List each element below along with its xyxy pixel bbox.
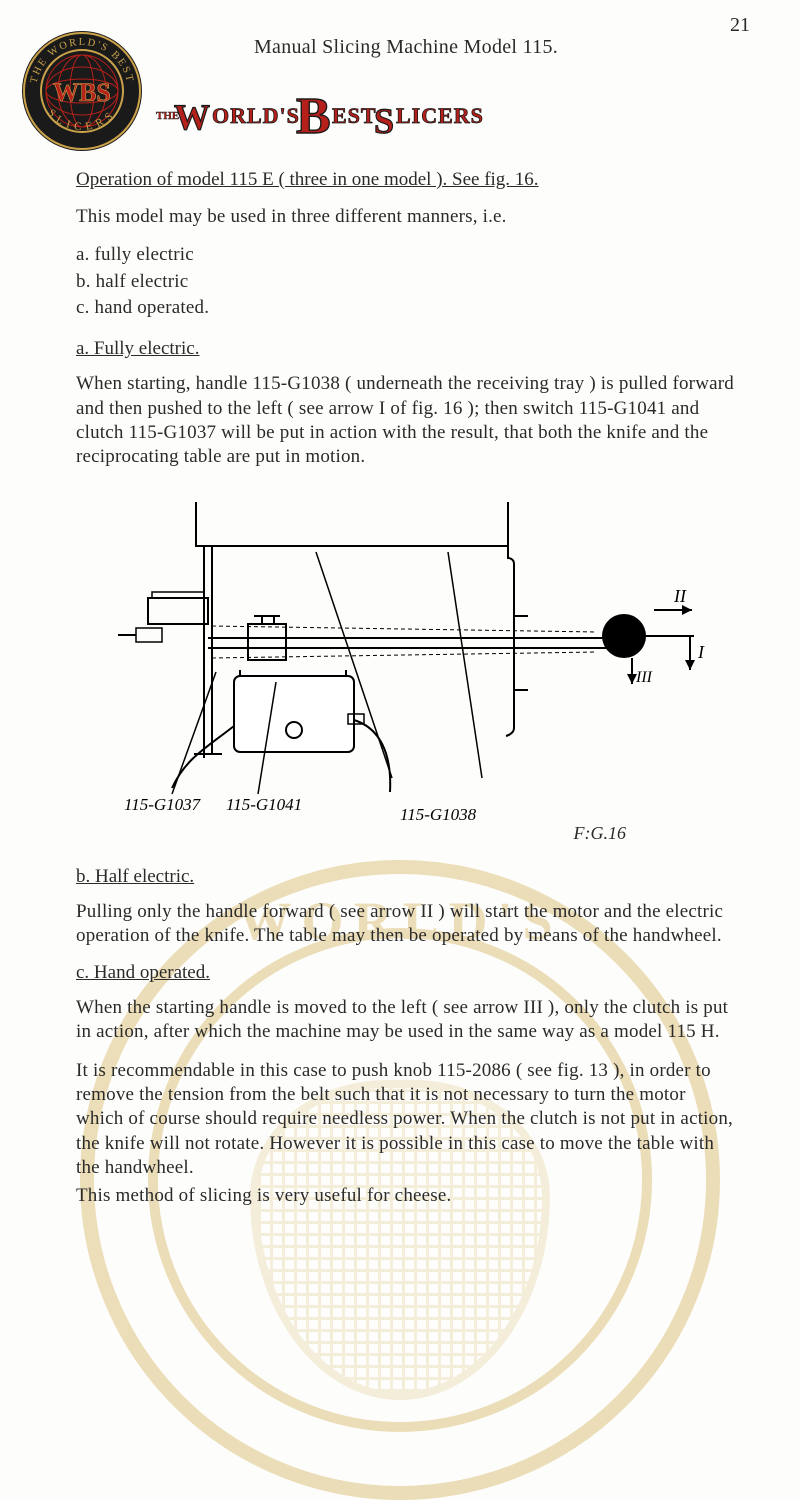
brand-badge-icon: THE WORLD'S BEST SLICERS WBS [20, 29, 144, 153]
figure-label-1041: 115-G1041 [226, 795, 302, 814]
brand-big-w: W [174, 97, 210, 137]
brand-big-s: S [374, 101, 394, 141]
figure-caption: F:G.16 [574, 823, 627, 844]
brand-header: THE WORLD'S BEST SLICERS WBS THE W ORLD'… [76, 65, 736, 161]
section-b-body: Pulling only the handle forward ( see ar… [76, 900, 736, 949]
mode-b: b. half electric [76, 270, 736, 294]
brand-big-b: B [296, 88, 331, 145]
section-b-title: b. Half electric. [76, 866, 736, 888]
operation-title: Operation of model 115 E ( three in one … [76, 169, 736, 191]
mode-c: c. hand operated. [76, 296, 736, 320]
section-a-title: a. Fully electric. [76, 338, 736, 360]
document-title: Manual Slicing Machine Model 115. [76, 36, 736, 59]
arrow-iii-label: III [635, 669, 653, 686]
mode-a: a. fully electric [76, 243, 736, 267]
section-c-body-3: This method of slicing is very useful fo… [76, 1184, 736, 1208]
page-number: 21 [730, 14, 750, 37]
figure-16: II I III 115-G1037 [76, 498, 736, 848]
arrow-i-label: I [697, 642, 705, 662]
arrow-ii-label: II [673, 586, 687, 606]
section-a-body: When starting, handle 115-G1038 ( undern… [76, 372, 736, 469]
manual-page: 21 Manual Slicing Machine Model 115. THE… [0, 0, 800, 1271]
intro-paragraph: This model may be used in three differen… [76, 205, 736, 229]
brand-est: EST [332, 103, 377, 128]
section-c-body-1: When the starting handle is moved to the… [76, 996, 736, 1045]
brand-wordmark: THE W ORLD'S B EST S LICERS [156, 71, 496, 149]
section-c-title: c. Hand operated. [76, 962, 736, 984]
brand-orlds: ORLD'S [212, 103, 300, 128]
figure-label-1038: 115-G1038 [400, 805, 477, 824]
figure-label-1037: 115-G1037 [124, 795, 202, 814]
mode-list: a. fully electric b. half electric c. ha… [76, 243, 736, 320]
brand-licers: LICERS [396, 103, 484, 128]
section-c-body-2: It is recommendable in this case to push… [76, 1059, 736, 1181]
badge-monogram: WBS [53, 78, 111, 107]
